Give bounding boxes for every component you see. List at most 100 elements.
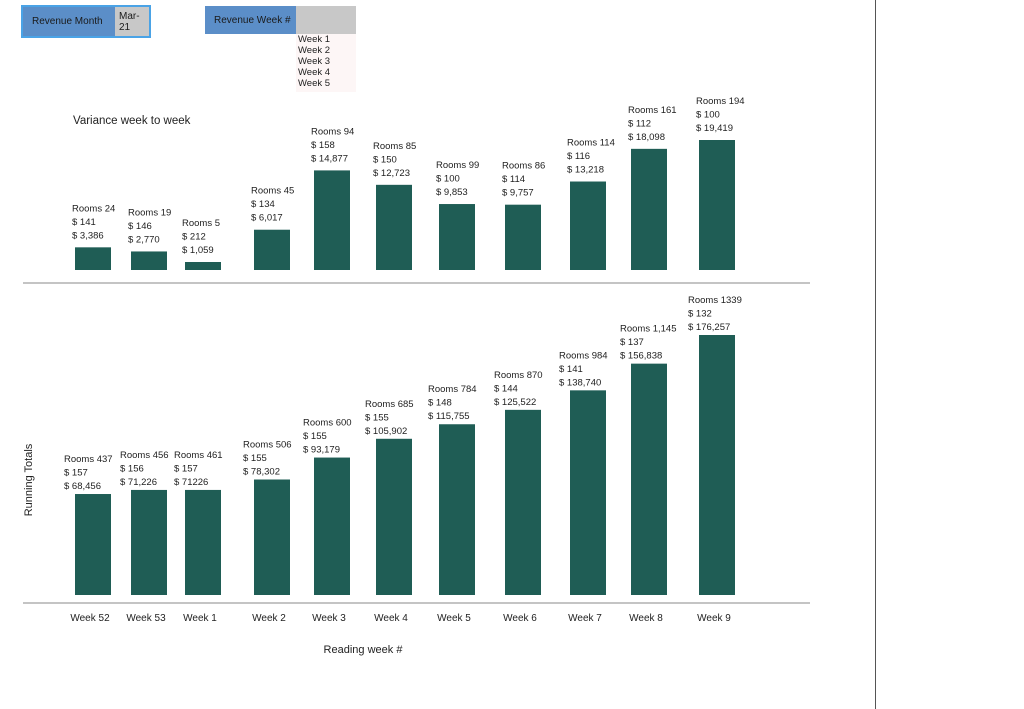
variance-data-label: Rooms 5 [182,218,220,229]
variance-bar [699,140,735,270]
variance-bar [570,181,606,270]
variance-data-label: Rooms 114 [567,138,615,149]
variance-data-label: $ 14,877 [311,153,348,164]
variance-data-label: $ 100 [436,174,460,185]
week-option[interactable]: Week 4 [298,67,331,78]
week-tick-label: Week 1 [183,613,217,624]
week-option[interactable]: Week 3 [298,56,331,67]
revenue-month-value[interactable]: Mar-21 [115,7,149,36]
revenue-month-label: Revenue Month [23,7,115,36]
week-tick-label: Week 52 [70,613,110,624]
variance-data-label: Rooms 161 [628,105,677,116]
week-tick-label: Week 9 [697,613,731,624]
running-total-data-label: $ 137 [620,337,644,348]
variance-data-label: $ 9,757 [502,188,534,199]
running-total-data-label: $ 176,257 [688,322,730,333]
running-total-data-label: $ 157 [64,468,88,479]
variance-data-label: $ 134 [251,199,275,210]
variance-data-label: $ 9,853 [436,187,468,198]
variance-data-label: Rooms 45 [251,186,294,197]
running-total-bar [75,494,111,595]
running-total-data-label: $ 93,179 [303,445,340,456]
variance-data-label: $ 158 [311,140,335,151]
running-total-data-label: $ 71,226 [120,477,157,488]
running-total-data-label: $ 156 [120,463,144,474]
running-total-bar [254,479,290,595]
running-total-bar [631,363,667,595]
variance-bar [439,204,475,270]
variance-bars: Rooms 24 $ 141 $ 3,386 Rooms 19 $ 146 $ 2,770… [72,96,745,270]
running-totals-y-label: Running Totals [23,443,35,516]
running-total-data-label: $ 68,456 [64,481,101,492]
week-tick-label: Week 3 [312,613,346,624]
week-option[interactable]: Week 1 [298,34,331,45]
revenue-week-value[interactable] [296,6,356,34]
variance-data-label: $ 100 [696,110,720,121]
week-tick-label: Week 8 [629,613,663,624]
running-total-data-label: Rooms 437 [64,454,113,465]
variance-data-label: $ 150 [373,154,397,165]
variance-bar [631,148,667,270]
running-total-data-label: $ 144 [494,383,518,394]
variance-bar [314,170,350,270]
variance-data-label: Rooms 24 [72,203,115,214]
variance-data-label: $ 146 [128,221,152,232]
week-tick-label: Week 5 [437,613,471,624]
running-total-data-label: $ 155 [365,412,389,423]
variance-data-label: $ 3,386 [72,230,104,241]
revenue-week-label: Revenue Week # [205,6,296,34]
week-tick-label: Week 53 [126,613,166,624]
week-option[interactable]: Week 5 [298,78,331,89]
running-total-data-label: Rooms 461 [174,450,223,461]
variance-bar [75,247,111,270]
variance-data-label: Rooms 86 [502,161,545,172]
running-total-data-label: $ 155 [243,453,267,464]
variance-data-label: $ 141 [72,217,96,228]
variance-data-label: Rooms 99 [436,160,479,171]
page-divider [875,0,876,709]
running-total-bar [376,438,412,595]
week-dropdown-list: Week 1 Week 2 Week 3 Week 4 Week 5 [296,34,356,92]
running-total-data-label: $ 71226 [174,477,208,488]
running-total-data-label: $ 141 [559,364,583,375]
running-total-bars: Rooms 437 $ 157 $ 68,456 Week 52 Rooms 456 $ … [64,295,742,624]
variance-data-label: $ 212 [182,232,206,243]
variance-data-label: $ 13,218 [567,165,604,176]
week-tick-label: Week 2 [252,613,286,624]
running-total-bar [570,390,606,595]
week-tick-label: Week 6 [503,613,537,624]
running-total-bar [439,424,475,595]
running-total-data-label: $ 78,302 [243,466,280,477]
running-total-data-label: $ 115,755 [428,411,470,422]
variance-bar [131,251,167,270]
week-tick-label: Week 7 [568,613,602,624]
running-total-data-label: $ 155 [303,431,327,442]
variance-data-label: $ 6,017 [251,213,283,224]
variance-data-label: $ 1,059 [182,245,214,256]
week-tick-label: Week 4 [374,613,408,624]
variance-data-label: Rooms 194 [696,96,745,107]
running-total-data-label: Rooms 984 [559,350,608,361]
revenue-month-slicer[interactable]: Revenue Month Mar-21 [21,5,151,38]
running-total-data-label: $ 138,740 [559,377,601,388]
variance-chart-title: Variance week to week [73,115,191,127]
variance-data-label: $ 19,419 [696,123,733,134]
week-option[interactable]: Week 2 [298,45,331,56]
running-total-data-label: $ 105,902 [365,426,407,437]
variance-data-label: $ 114 [502,174,525,185]
running-total-data-label: Rooms 1339 [688,295,742,306]
running-total-data-label: Rooms 1,145 [620,324,677,335]
running-total-bar [185,489,221,595]
running-total-data-label: $ 132 [688,309,712,320]
variance-data-label: $ 18,098 [628,132,665,143]
variance-data-label: Rooms 94 [311,126,354,137]
running-total-bar [505,409,541,595]
running-total-bar [699,335,735,595]
variance-data-label: $ 116 [567,151,590,162]
variance-bar [254,229,290,270]
variance-data-label: $ 12,723 [373,168,410,179]
running-total-data-label: $ 157 [174,463,198,474]
running-total-data-label: Rooms 456 [120,450,169,461]
running-total-data-label: Rooms 784 [428,384,477,395]
